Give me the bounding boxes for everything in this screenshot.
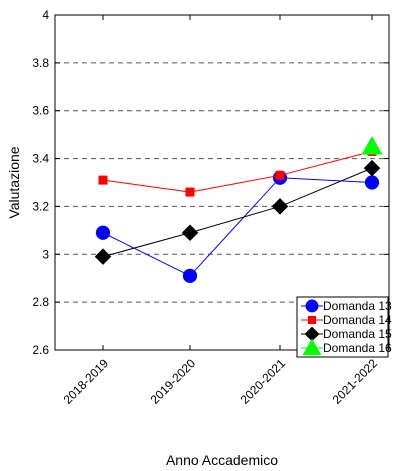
data-point bbox=[361, 136, 383, 155]
data-point bbox=[271, 198, 289, 215]
data-point bbox=[185, 187, 195, 197]
data-point bbox=[181, 224, 199, 241]
data-point bbox=[363, 159, 381, 177]
data-point bbox=[305, 299, 319, 313]
data-point bbox=[275, 170, 285, 180]
plot-area bbox=[54, 14, 390, 351]
data-point bbox=[304, 326, 320, 342]
y-tick-label: 3.4 bbox=[32, 152, 49, 166]
x-tick-label: 2021-2022 bbox=[330, 356, 381, 407]
legend-item: Domanda 15 bbox=[301, 326, 392, 342]
x-tick-label: 2019-2020 bbox=[148, 356, 199, 407]
legend-item: Domanda 16 bbox=[301, 338, 392, 356]
legend-label: Domanda 14 bbox=[323, 313, 392, 327]
series-group bbox=[94, 136, 383, 283]
y-tick-label: 2.6 bbox=[32, 343, 49, 357]
legend-label: Domanda 16 bbox=[323, 341, 392, 355]
data-point bbox=[95, 225, 111, 240]
data-point bbox=[364, 175, 380, 190]
x-axis-label: Anno Accademico bbox=[166, 452, 278, 468]
y-tick-label: 3.6 bbox=[32, 104, 49, 118]
y-axis-label: Valutazione bbox=[6, 146, 22, 218]
y-axis: 2.6 2.8 3 3.2 3.4 3.6 3.8 4 bbox=[32, 8, 389, 357]
series-line bbox=[102, 177, 373, 277]
y-tick-label: 3 bbox=[42, 247, 49, 261]
y-tick-label: 4 bbox=[42, 8, 49, 22]
data-point bbox=[94, 248, 112, 265]
legend-item: Domanda 14 bbox=[301, 313, 392, 327]
y-tick-label: 3.8 bbox=[32, 56, 49, 70]
y-tick-label: 2.8 bbox=[32, 295, 49, 309]
series-domanda-16 bbox=[361, 136, 383, 155]
series-line bbox=[102, 167, 373, 258]
series-domanda-14 bbox=[98, 146, 377, 197]
legend-label: Domanda 13 bbox=[323, 299, 392, 313]
y-tick-label: 3.2 bbox=[32, 199, 49, 213]
data-point bbox=[182, 268, 198, 283]
series-domanda-13 bbox=[95, 170, 380, 283]
x-tick-label: 2020-2021 bbox=[238, 356, 289, 407]
series-line bbox=[102, 150, 373, 193]
series-domanda-15 bbox=[94, 159, 381, 265]
data-point bbox=[302, 338, 322, 356]
legend-label: Domanda 15 bbox=[323, 327, 392, 341]
data-point bbox=[307, 315, 317, 325]
x-tick-label: 2018-2019 bbox=[61, 356, 112, 407]
legend-item: Domanda 13 bbox=[301, 299, 392, 313]
data-point bbox=[98, 175, 108, 185]
